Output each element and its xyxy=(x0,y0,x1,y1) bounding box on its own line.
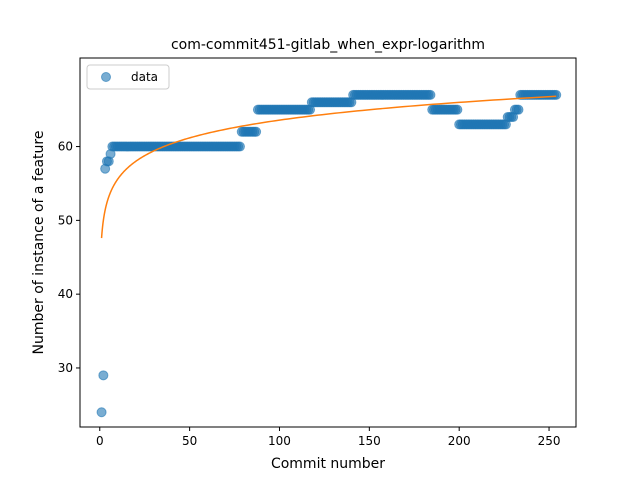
x-tick-label: 250 xyxy=(538,434,561,448)
data-point xyxy=(551,89,562,100)
x-axis-label: Commit number xyxy=(271,456,385,472)
y-axis-label: Number of instance of a feature xyxy=(31,131,47,355)
x-tick-label: 50 xyxy=(182,434,197,448)
data-point xyxy=(513,104,524,115)
plot-frame xyxy=(79,57,577,428)
data-point xyxy=(425,89,436,100)
legend-box xyxy=(86,64,170,90)
data-point xyxy=(452,104,463,115)
data-point xyxy=(251,126,262,137)
x-tick-label: 0 xyxy=(96,434,104,448)
x-axis: 0 50 100 150 200 250 xyxy=(96,427,561,448)
legend-marker-data xyxy=(101,72,111,82)
x-tick-label: 200 xyxy=(448,434,471,448)
x-tick-label: 150 xyxy=(358,434,381,448)
legend-label-data: data xyxy=(131,70,158,84)
fit-line xyxy=(100,95,557,239)
y-tick-label: 30 xyxy=(58,361,73,375)
x-tick-label: 100 xyxy=(268,434,291,448)
y-tick-label: 50 xyxy=(58,213,73,227)
data-point xyxy=(96,407,107,418)
y-tick-label: 60 xyxy=(58,140,73,154)
data-point xyxy=(98,370,109,381)
chart-title: com-commit451-gitlab_when_expr-logarithm xyxy=(171,37,485,53)
data-point xyxy=(234,141,245,152)
y-tick-label: 40 xyxy=(58,287,73,301)
y-axis: 30 40 50 60 xyxy=(58,140,80,375)
plot-area xyxy=(96,89,562,418)
legend: data xyxy=(86,64,170,90)
